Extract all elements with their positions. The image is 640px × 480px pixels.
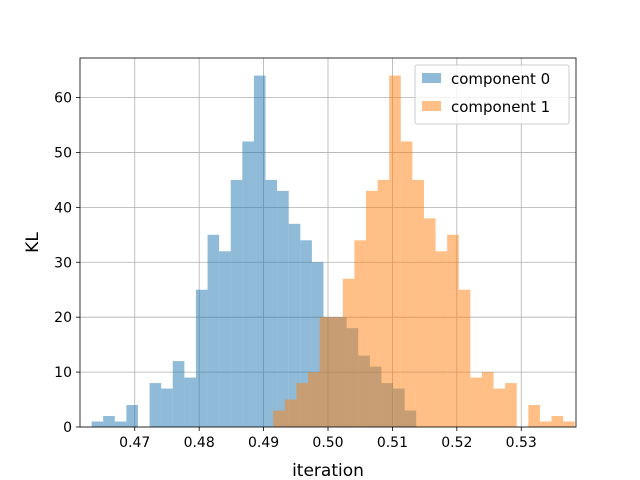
bar-component-1-bin-18 <box>481 372 494 427</box>
x-tick-label-3: 0.50 <box>312 435 343 451</box>
y-tick-label-2: 20 <box>54 310 72 326</box>
bar-component-1-bin-6 <box>342 278 355 427</box>
bar-component-1-bin-1 <box>284 399 297 427</box>
bar-component-0-bin-9 <box>195 289 208 427</box>
bar-component-0-bin-12 <box>230 179 243 427</box>
bar-component-1-bin-8 <box>366 190 378 427</box>
bar-component-1-bin-17 <box>470 377 482 427</box>
bar-component-1-bin-9 <box>377 179 390 427</box>
x-tick-label-4: 0.51 <box>377 435 408 451</box>
bar-component-1-bin-14 <box>435 251 448 427</box>
legend-swatch-component-1 <box>422 101 441 111</box>
bar-component-0-bin-17 <box>288 223 301 427</box>
bar-component-0-bin-10 <box>207 234 220 427</box>
bar-component-0-bin-15 <box>265 179 278 427</box>
series-component-1-bars <box>273 75 575 428</box>
x-axis-ticks: 0.47 0.48 0.49 0.50 0.51 0.52 0.53 <box>119 427 537 451</box>
y-tick-label-6: 60 <box>54 91 72 107</box>
bar-component-1-bin-22 <box>528 405 540 427</box>
y-tick-label-1: 10 <box>54 365 72 381</box>
bar-component-0-bin-1 <box>103 416 115 427</box>
bar-component-0-bin-19 <box>311 262 324 427</box>
legend-box <box>414 64 570 125</box>
bar-component-1-bin-5 <box>331 317 343 427</box>
bar-component-1-bin-20 <box>505 383 517 427</box>
x-tick-label-6: 0.53 <box>506 435 537 451</box>
y-axis-label: KL <box>23 232 43 253</box>
bar-component-1-bin-15 <box>447 234 459 427</box>
x-tick-label-5: 0.52 <box>441 435 472 451</box>
y-tick-label-0: 0 <box>63 420 72 436</box>
y-tick-label-5: 50 <box>54 145 72 161</box>
y-tick-label-4: 40 <box>54 200 72 216</box>
bar-component-1-bin-3 <box>308 372 320 427</box>
legend-label-component-0: component 0 <box>451 70 550 88</box>
y-tick-label-3: 30 <box>54 255 72 271</box>
x-tick-label-1: 0.48 <box>184 435 215 451</box>
bar-component-1-bin-25 <box>563 421 575 427</box>
bar-component-1-bin-10 <box>389 75 401 428</box>
bar-component-1-bin-23 <box>539 421 552 427</box>
bar-component-1-bin-13 <box>423 218 436 427</box>
x-tick-label-0: 0.47 <box>119 435 150 451</box>
bar-component-1-bin-11 <box>400 141 413 427</box>
bar-component-1-bin-16 <box>458 289 471 427</box>
legend: component 0 component 1 <box>414 64 570 125</box>
bar-component-0-bin-2 <box>114 421 127 427</box>
bar-component-0-bin-7 <box>172 361 185 427</box>
bar-component-0-bin-8 <box>184 377 196 427</box>
bar-component-0-bin-18 <box>300 240 312 427</box>
x-tick-label-2: 0.49 <box>248 435 279 451</box>
bar-component-0-bin-6 <box>161 388 173 427</box>
bar-component-1-bin-24 <box>551 416 564 427</box>
y-axis-ticks: 0 10 20 30 40 50 60 <box>54 91 80 436</box>
x-axis-label: iteration <box>292 461 364 480</box>
bar-component-1-bin-12 <box>412 179 424 427</box>
legend-swatch-component-0 <box>422 73 441 83</box>
bar-component-1-bin-19 <box>493 388 506 427</box>
bar-component-1-bin-0 <box>273 410 285 427</box>
bar-component-0-bin-13 <box>242 141 254 427</box>
bar-component-0-bin-3 <box>126 405 138 427</box>
bar-component-0-bin-0 <box>91 421 104 427</box>
bar-component-0-bin-11 <box>219 251 231 427</box>
bar-component-1-bin-2 <box>296 383 309 427</box>
bar-component-0-bin-14 <box>253 75 266 428</box>
bar-component-0-bin-5 <box>149 383 162 427</box>
bar-component-1-bin-4 <box>319 317 332 427</box>
bar-component-1-bin-7 <box>354 240 367 427</box>
legend-label-component-1: component 1 <box>451 98 550 116</box>
bar-component-0-bin-16 <box>277 190 289 427</box>
